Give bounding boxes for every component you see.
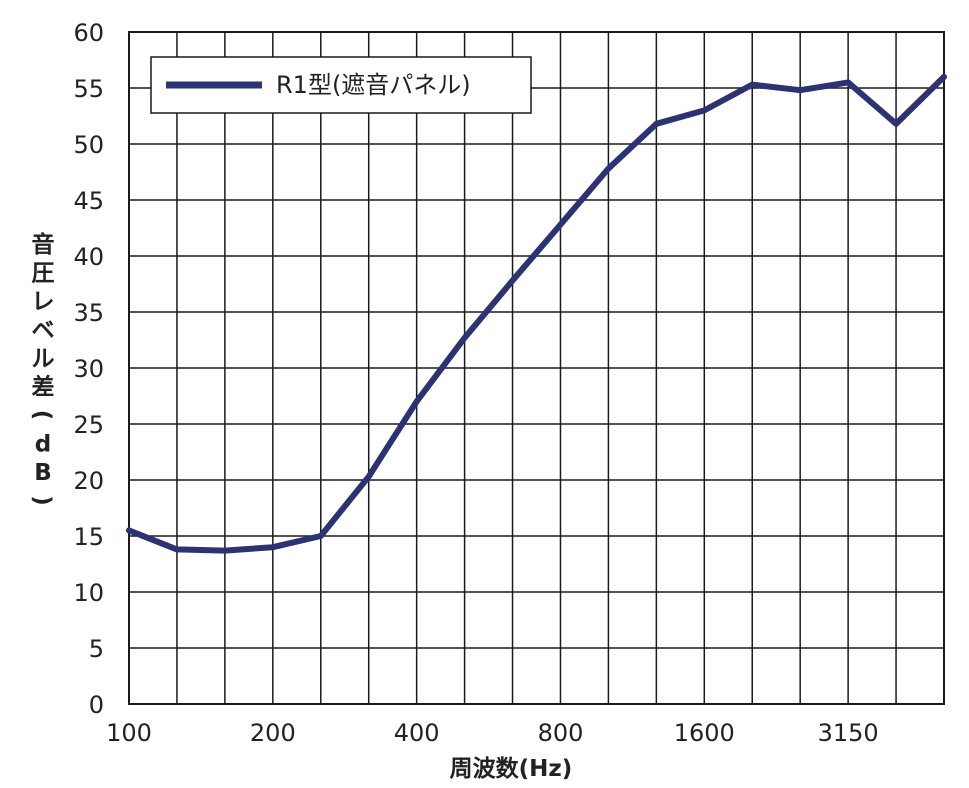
y-tick-label: 10	[73, 579, 104, 607]
y-tick-label: 15	[73, 523, 104, 551]
y-axis-title-char: )	[29, 495, 55, 506]
x-axis-title: 周波数(Hz)	[450, 756, 573, 782]
series-layer	[126, 73, 947, 554]
y-tick-label: 45	[73, 187, 104, 215]
y-tick-label: 40	[73, 243, 104, 271]
y-axis-title-char: B	[34, 460, 52, 486]
y-tick-label: 25	[73, 411, 104, 439]
y-tick-label: 55	[73, 75, 104, 103]
y-tick-label: 20	[73, 467, 104, 495]
y-axis-title-char: (	[29, 410, 55, 421]
y-tick-labels: 0 5 10 15 20 25 30 35 40 45 50 55 60	[73, 19, 104, 719]
x-tick-label: 1600	[674, 719, 735, 747]
y-tick-label: 50	[73, 131, 104, 159]
y-axis-title-char: d	[35, 432, 51, 458]
legend-label: R1型(遮音パネル)	[276, 71, 471, 99]
y-axis-title-char: 差	[32, 374, 55, 401]
y-axis-title-char: レ	[32, 289, 55, 315]
x-tick-labels: 100 200 400 800 1600 3150	[106, 719, 879, 747]
y-axis-title-char: ル	[32, 346, 55, 372]
y-tick-label: 35	[73, 299, 104, 327]
y-axis-title-char: 圧	[32, 261, 55, 287]
y-axis-title-char: 音	[32, 231, 55, 258]
legend: R1型(遮音パネル)	[150, 56, 532, 114]
y-tick-label: 0	[89, 691, 104, 719]
y-tick-label: 60	[73, 19, 104, 47]
series-line	[126, 73, 947, 554]
x-tick-label: 400	[394, 719, 440, 747]
x-tick-label: 100	[106, 719, 152, 747]
y-tick-label: 5	[89, 635, 104, 663]
x-tick-label: 800	[538, 719, 584, 747]
x-tick-label: 3150	[818, 719, 879, 747]
y-axis-title-char: ベ	[32, 318, 55, 344]
x-tick-label: 200	[250, 719, 296, 747]
y-tick-label: 30	[73, 355, 104, 383]
